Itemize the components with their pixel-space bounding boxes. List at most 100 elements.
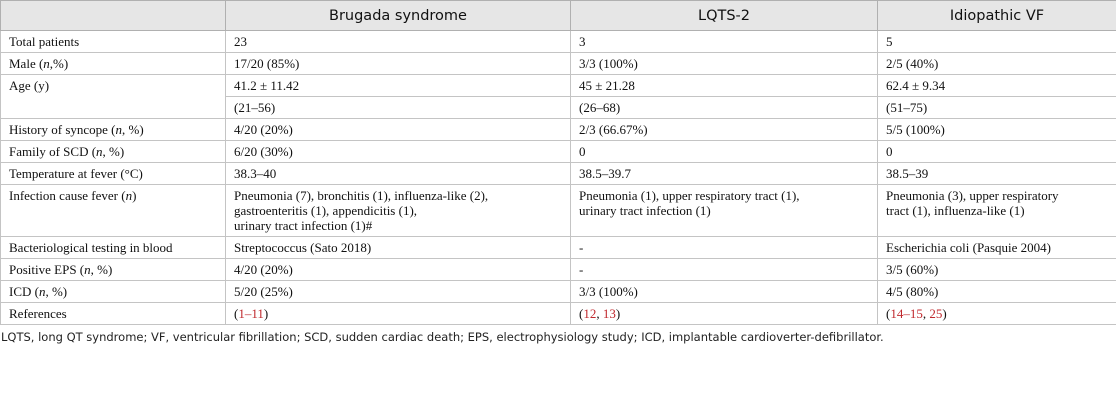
emphasis-text: n (38, 284, 46, 299)
data-cell: Pneumonia (3), upper respiratory tract (1… (877, 184, 1116, 237)
data-cell: Streptococcus (Sato 2018) (225, 236, 571, 259)
cell-text: 3/3 (100%) (579, 56, 638, 71)
footnote: LQTS, long QT syndrome; VF, ventricular … (1, 330, 884, 344)
cell-text: 2/5 (40%) (886, 56, 939, 71)
emphasis-text: 13 (602, 306, 616, 321)
header-text: LQTS-2 (697, 7, 750, 24)
emphasis-text: n (96, 144, 103, 159)
cell-text: 41.2 ± 11.42 (234, 78, 300, 93)
data-cell: 41.2 ± 11.42 (225, 74, 571, 97)
data-cell: 2/3 (66.67%) (570, 118, 878, 141)
row-label: Bacteriological testing in blood (0, 236, 226, 259)
cell-text: 5 (886, 34, 893, 49)
cell-text: 5/20 (25%) (234, 284, 293, 299)
table-row: Male (n,%) 17/20 (85%) 3/3 (100%) 2/5 (40%) (0, 52, 1116, 75)
table-row: Temperature at fever (°C) 38.3–40 38.5–39.… (0, 162, 1116, 185)
cell-text: 6/20 (30%) (234, 144, 293, 159)
column-header (0, 0, 226, 31)
row-label: Positive EPS (n, %) (0, 258, 226, 281)
cell-text: (26–68) (579, 100, 621, 115)
column-header: Idiopathic VF (877, 0, 1116, 31)
cell-text: 62.4 ± 9.34 (886, 78, 946, 93)
cell-text: Bacteriological testing in blood (9, 240, 173, 255)
cell-text: 3/3 (100%) (579, 284, 638, 299)
data-cell: - (570, 236, 878, 259)
data-cell: 4/5 (80%) (877, 280, 1116, 303)
cell-text: 38.5–39 (886, 166, 929, 181)
cell-text: ) (132, 188, 137, 203)
emphasis-text: 12 (583, 306, 597, 321)
data-cell: 3/5 (60%) (877, 258, 1116, 281)
emphasis-text: 1–11 (238, 306, 264, 321)
data-cell: Pneumonia (1), upper respiratory tract (… (570, 184, 878, 237)
cell-text: 3/5 (60%) (886, 262, 939, 277)
row-label: Total patients (0, 30, 226, 53)
table-row: References (1–11) (12, 13) (14–15, 25) (0, 302, 1116, 325)
data-cell: 17/20 (85%) (225, 52, 571, 75)
data-table: Brugada syndrome LQTS-2 Idiopathic VF Tota… (0, 0, 1116, 325)
cell-text: 0 (886, 144, 893, 159)
cell-line: tract (1), influenza-like (1) (886, 203, 1025, 218)
cell-text: 5/5 (100%) (886, 122, 945, 137)
cell-text: , %) (90, 262, 113, 277)
column-header: LQTS-2 (570, 0, 878, 31)
column-header: Brugada syndrome (225, 0, 571, 31)
cell-text: Age (y) (9, 78, 50, 93)
table-row: History of syncope (n, %) 4/20 (20%) 2/3 (… (0, 118, 1116, 141)
cell-text: Positive EPS ( (9, 262, 85, 277)
table-row: (21–56) (26–68) (51–75) (1, 96, 1116, 119)
cell-text: 0 (579, 144, 586, 159)
cell-text: 17/20 (85%) (234, 56, 300, 71)
cell-line: Pneumonia (1), upper respiratory tract (… (579, 188, 800, 203)
emphasis-text: 14–15 (890, 306, 923, 321)
cell-text: Male ( (9, 56, 44, 71)
header-text: Idiopathic VF (949, 7, 1045, 24)
cell-text: Family of SCD ( (9, 144, 97, 159)
cell-text: 23 (234, 34, 247, 49)
cell-text: ,%) (49, 56, 69, 71)
cell-line: urinary tract infection (1)# (234, 218, 373, 233)
row-label: Family of SCD (n, %) (0, 140, 226, 163)
data-cell: 2/5 (40%) (877, 52, 1116, 75)
cell-line: urinary tract infection (1) (579, 203, 711, 218)
row-label: Temperature at fever (°C) (0, 162, 226, 185)
cell-text: 4/5 (80%) (886, 284, 939, 299)
data-cell: Escherichia coli (Pasquie 2004) (877, 236, 1116, 259)
table-row: Bacteriological testing in blood Streptoc… (0, 236, 1116, 259)
cell-text: (21–56) (234, 100, 276, 115)
emphasis-text: 25 (929, 306, 943, 321)
cell-text: Temperature at fever (°C) (9, 166, 143, 181)
data-cell: (14–15, 25) (877, 302, 1116, 325)
cell-text: 4/20 (20%) (234, 122, 293, 137)
row-label: History of syncope (n, %) (0, 118, 226, 141)
cell-text: 2/3 (66.67%) (579, 122, 648, 137)
cell-text: 38.5–39.7 (579, 166, 631, 181)
data-cell: 4/20 (20%) (225, 258, 571, 281)
cell-text: Streptococcus (Sato 2018) (234, 240, 372, 255)
data-cell: 3/3 (100%) (570, 52, 878, 75)
cell-text: ( (579, 306, 584, 321)
data-cell: 5 (877, 30, 1116, 53)
row-label: Male (n,%) (0, 52, 226, 75)
cell-text: ) (942, 306, 947, 321)
data-cell: (26–68) (570, 96, 878, 119)
cell-text: (51–75) (886, 100, 928, 115)
row-label: References (0, 302, 226, 325)
cell-line: Pneumonia (7), bronchitis (1), influenza… (234, 188, 489, 203)
table-row: Positive EPS (n, %) 4/20 (20%) - 3/5 (60%) (0, 258, 1116, 281)
cell-text: - (579, 262, 584, 277)
cell-text: - (579, 240, 584, 255)
data-cell: 5/5 (100%) (877, 118, 1116, 141)
data-cell: 38.5–39 (877, 162, 1116, 185)
cell-text: ) (263, 306, 269, 321)
cell-text: 38.3–40 (234, 166, 277, 181)
table-row: Infection cause fever (n) Pneumonia (7), … (0, 184, 1116, 237)
cell-text: , (596, 306, 603, 321)
cell-text: , (922, 306, 930, 321)
cell-line: gastroenteritis (1), appendicitis (1), (234, 203, 418, 218)
cell-text: , %) (122, 122, 144, 137)
row-label: ICD (n, %) (0, 280, 226, 303)
data-cell: (51–75) (877, 96, 1116, 119)
emphasis-text: n (115, 122, 123, 137)
